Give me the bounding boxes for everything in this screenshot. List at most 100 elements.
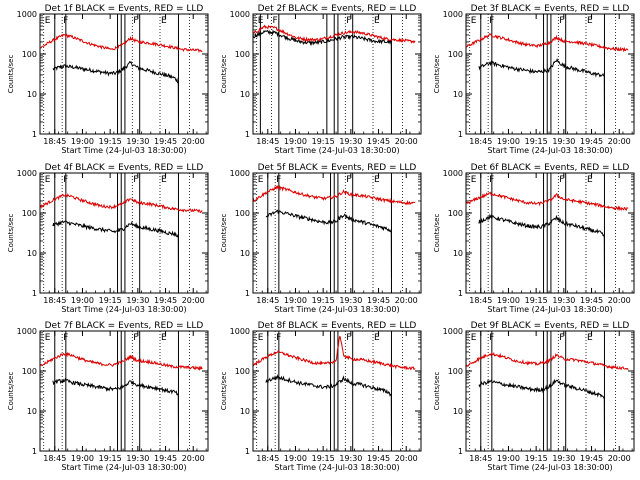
- y-tick-label: 10: [453, 249, 463, 258]
- y-tick-label: 1: [458, 130, 463, 139]
- y-axis-label: Counts/sec: [7, 214, 15, 253]
- x-tick-label: 19:45: [367, 137, 390, 146]
- x-tick-label: 18:45: [256, 296, 279, 305]
- x-tick-label: 19:00: [71, 137, 94, 146]
- x-tick-label: 19:45: [367, 454, 390, 463]
- x-tick-label: 19:15: [525, 296, 548, 305]
- x-tick-label: 19:00: [497, 454, 520, 463]
- marker-letter: F: [272, 16, 277, 26]
- events-series-line: [252, 29, 392, 120]
- x-tick-label: 19:30: [339, 296, 362, 305]
- x-tick-label: 19:15: [99, 454, 122, 463]
- events-series-line: [52, 60, 179, 120]
- y-tick-label: 10: [27, 249, 37, 258]
- x-tick-label: 18:45: [469, 454, 492, 463]
- events-series-line: [52, 219, 179, 279]
- x-tick-label: 19:15: [99, 137, 122, 146]
- marker-letter: E: [258, 16, 264, 26]
- y-tick-label: 100: [448, 50, 463, 59]
- x-tick-label: 19:15: [525, 137, 548, 146]
- y-tick-label: 1: [245, 289, 250, 298]
- panel-title: Det 8f BLACK = Events, RED = LLD: [258, 321, 417, 331]
- marker-letter: E: [258, 333, 264, 343]
- y-tick-label: 10: [27, 407, 37, 416]
- x-tick-label: 19:00: [284, 137, 307, 146]
- y-axis-label: Counts/sec: [220, 372, 228, 411]
- lld-series-line: [465, 33, 629, 53]
- marker-letter: F: [276, 333, 281, 343]
- x-tick-label: 19:45: [154, 296, 177, 305]
- marker-letter: E: [587, 16, 593, 26]
- x-tick-label: 20:00: [182, 137, 205, 146]
- lld-series-line: [39, 33, 203, 54]
- events-series-line: [478, 213, 605, 279]
- x-axis-label: Start Time (24-Jul-03 18:30:00): [61, 463, 186, 472]
- x-tick-label: 19:30: [339, 137, 362, 146]
- x-tick-label: 19:45: [367, 296, 390, 305]
- x-axis-label: Start Time (24-Jul-03 18:30:00): [274, 463, 399, 472]
- panel-title: Det 2f BLACK = Events, RED = LLD: [258, 4, 417, 14]
- marker-letter: E: [258, 175, 264, 185]
- x-tick-label: 20:00: [182, 296, 205, 305]
- x-tick-label: 19:30: [339, 454, 362, 463]
- x-axis-label: Start Time (24-Jul-03 18:30:00): [61, 305, 186, 314]
- panel-det-2: Det 2f BLACK = Events, RED = LLD Counts/s…: [220, 4, 422, 155]
- x-tick-label: 18:45: [43, 296, 66, 305]
- panel-title: Det 1f BLACK = Events, RED = LLD: [45, 4, 204, 14]
- x-axis-label: Start Time (24-Jul-03 18:30:00): [61, 146, 186, 155]
- y-axis-label: Counts/sec: [220, 214, 228, 253]
- x-tick-label: 19:00: [71, 454, 94, 463]
- plot-frame: [39, 172, 209, 294]
- marker-letter: E: [45, 16, 51, 26]
- y-tick-label: 10: [240, 249, 250, 258]
- x-tick-label: 20:00: [608, 296, 631, 305]
- x-tick-label: 19:15: [312, 454, 335, 463]
- marker-letter: E: [161, 175, 167, 185]
- marker-letter: E: [587, 175, 593, 185]
- x-tick-label: 20:00: [395, 454, 418, 463]
- plot-frame: [465, 13, 635, 135]
- marker-letter: E: [45, 175, 51, 185]
- x-tick-label: 19:15: [312, 296, 335, 305]
- x-tick-label: 20:00: [608, 454, 631, 463]
- marker-letter: E: [587, 333, 593, 343]
- y-tick-label: 1000: [230, 327, 250, 336]
- x-axis-label: Start Time (24-Jul-03 18:30:00): [487, 305, 612, 314]
- marker-letter: F: [63, 333, 68, 343]
- y-tick-label: 1000: [17, 327, 37, 336]
- x-tick-label: 20:00: [395, 137, 418, 146]
- marker-letter: F: [346, 333, 351, 343]
- x-tick-label: 19:45: [154, 454, 177, 463]
- x-tick-label: 18:45: [256, 454, 279, 463]
- y-axis-label: Counts/sec: [7, 372, 15, 411]
- y-tick-label: 100: [235, 367, 250, 376]
- y-tick-label: 100: [22, 209, 37, 218]
- x-tick-label: 19:15: [525, 454, 548, 463]
- marker-letter: E: [161, 16, 167, 26]
- x-tick-label: 20:00: [395, 296, 418, 305]
- y-tick-label: 100: [448, 209, 463, 218]
- marker-letter: F: [489, 16, 494, 26]
- marker-letter: F: [489, 175, 494, 185]
- marker-letter: E: [471, 175, 477, 185]
- marker-letter: F: [63, 16, 68, 26]
- y-tick-label: 1: [245, 447, 250, 456]
- marker-letter: E: [374, 333, 380, 343]
- plot-frame: [252, 172, 422, 294]
- x-tick-label: 19:00: [497, 137, 520, 146]
- y-tick-label: 1: [32, 447, 37, 456]
- marker-letter: F: [133, 333, 138, 343]
- marker-letter: F: [489, 333, 494, 343]
- events-series-line: [265, 209, 392, 279]
- y-tick-label: 1000: [17, 10, 37, 19]
- y-tick-label: 1000: [443, 10, 463, 19]
- x-tick-label: 18:45: [43, 454, 66, 463]
- marker-letter: E: [471, 16, 477, 26]
- y-axis-label: Counts/sec: [220, 55, 228, 94]
- panel-title: Det 5f BLACK = Events, RED = LLD: [258, 163, 417, 173]
- plot-frame: [39, 13, 209, 135]
- panel-det-4: Det 4f BLACK = Events, RED = LLD Counts/s…: [7, 163, 209, 314]
- x-tick-label: 19:30: [126, 454, 149, 463]
- y-tick-label: 1: [32, 289, 37, 298]
- panel-det-1: Det 1f BLACK = Events, RED = LLD Counts/s…: [7, 4, 209, 155]
